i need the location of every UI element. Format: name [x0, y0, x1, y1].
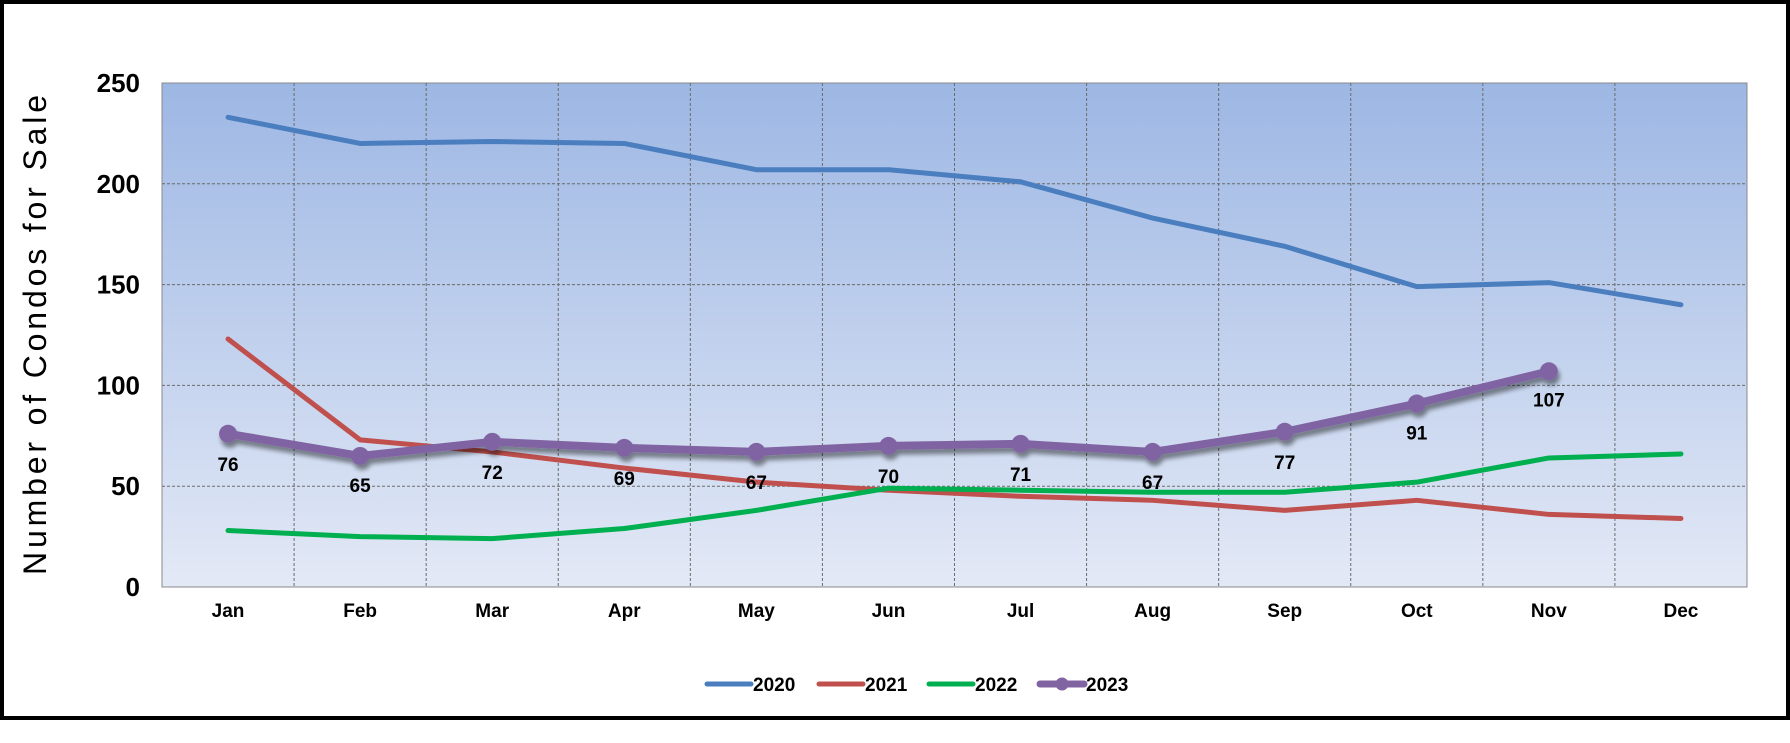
legend-label: 2022	[975, 675, 1017, 696]
x-tick-label: Sep	[1267, 601, 1302, 622]
data-point-2023	[615, 438, 634, 457]
legend-marker	[1055, 677, 1069, 691]
data-label-2023: 71	[1010, 465, 1032, 486]
legend: 2020 2021 2022 2023	[704, 675, 1128, 696]
x-tick-label: Jul	[1007, 601, 1034, 622]
data-point-2023	[219, 424, 238, 443]
data-point-2023	[1539, 362, 1558, 381]
legend-label: 2020	[753, 675, 795, 696]
data-label-2023: 107	[1533, 390, 1565, 411]
data-point-2023	[879, 436, 898, 455]
x-tick-label: May	[738, 601, 775, 622]
series-2022	[225, 451, 1684, 542]
x-tick-label: Dec	[1664, 601, 1699, 622]
data-label-2023: 77	[1274, 453, 1295, 474]
series-2023	[219, 362, 1558, 465]
y-tick-label: 200	[97, 169, 140, 199]
chart-frame: 0 50 100 150 200 250 Jan Feb Mar Apr May Jun Jul Aug…	[0, 0, 1790, 720]
series-line-2022	[225, 451, 1684, 542]
data-label-2023: 67	[746, 473, 767, 494]
x-tick-label: Aug	[1134, 601, 1171, 622]
x-tick-label: Mar	[475, 601, 509, 622]
x-tick-label: Oct	[1401, 601, 1433, 622]
y-tick-label: 250	[97, 68, 140, 98]
y-tick-label: 100	[97, 370, 140, 400]
data-label-2023: 91	[1406, 424, 1428, 445]
data-point-2023	[1275, 422, 1294, 441]
legend-label: 2023	[1086, 675, 1128, 696]
legend-item-2021: 2021	[816, 675, 908, 696]
legend-item-2020: 2020	[704, 675, 795, 696]
series-line-2020	[225, 114, 1684, 308]
data-labels: 76 65 72 69 67 70 71 67 77 91 107	[217, 390, 1564, 497]
legend-item-2023: 2023	[1036, 675, 1128, 696]
series-lines	[219, 114, 1684, 542]
data-point-2023	[483, 432, 502, 451]
line-chart: 0 50 100 150 200 250 Jan Feb Mar Apr May Jun Jul Aug…	[17, 68, 1748, 696]
y-axis-title: Number of Condos for Sale	[17, 95, 53, 575]
data-label-2023: 67	[1142, 473, 1163, 494]
data-label-2023: 65	[350, 476, 372, 497]
y-tick-label: 150	[97, 270, 140, 300]
y-axis-title-text: Number of Condos for Sale	[17, 95, 53, 575]
data-point-2023	[1011, 434, 1030, 453]
data-label-2023: 72	[482, 463, 503, 484]
series-2020	[225, 114, 1684, 308]
data-point-2023	[351, 446, 370, 465]
y-tick-label: 50	[111, 471, 140, 501]
legend-item-2022: 2022	[926, 675, 1017, 696]
x-axis: Jan Feb Mar Apr May Jun Jul Aug Sep Oct Nov Dec	[212, 601, 1699, 622]
y-axis: 0 50 100 150 200 250	[97, 68, 140, 602]
x-tick-label: Nov	[1531, 601, 1567, 622]
data-point-2023	[1143, 442, 1162, 461]
data-label-2023: 76	[217, 455, 238, 476]
x-tick-label: Jan	[212, 601, 245, 622]
data-point-2023	[1407, 394, 1426, 413]
x-tick-label: Apr	[608, 601, 641, 622]
data-label-2023: 69	[614, 469, 635, 490]
legend-label: 2021	[865, 675, 908, 696]
y-tick-label: 0	[126, 572, 140, 602]
x-tick-label: Feb	[343, 601, 377, 622]
series-2021	[225, 336, 1684, 521]
x-tick-label: Jun	[872, 601, 906, 622]
data-label-2023: 70	[878, 467, 899, 488]
series-line-2021	[225, 336, 1684, 521]
data-point-2023	[747, 442, 766, 461]
